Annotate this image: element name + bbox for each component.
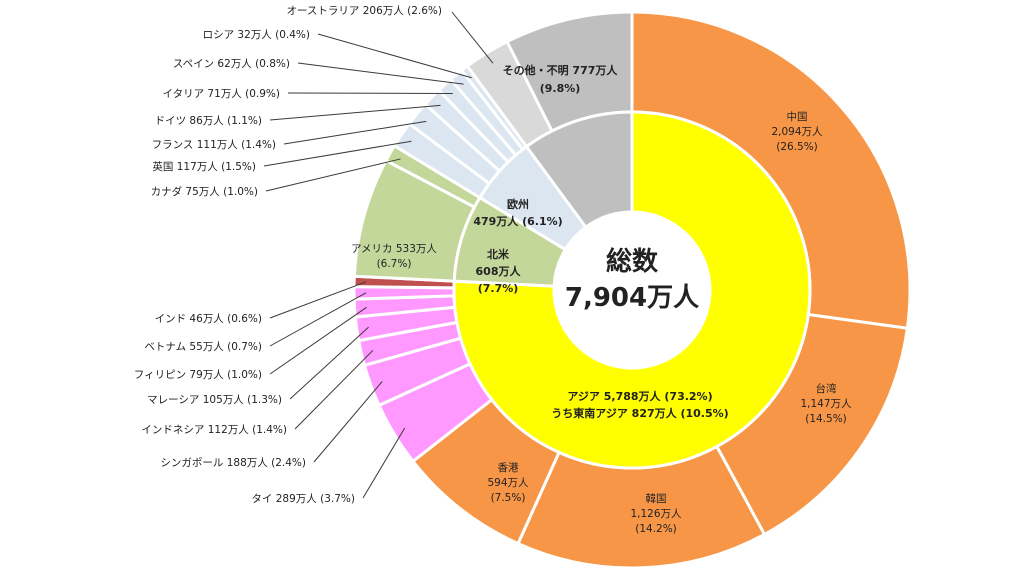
leader-line-germany xyxy=(269,104,441,121)
leader-line-australia xyxy=(451,11,494,64)
leader-line-malaysia xyxy=(289,326,369,400)
leader-line-russia xyxy=(317,33,472,79)
center-total: 7,904万人 xyxy=(565,283,699,313)
leader-line-vietnam xyxy=(269,292,367,347)
leader-line-indonesia xyxy=(294,349,374,430)
outer-label-taiwan: 台湾 1,147万人(14.5%) xyxy=(800,382,852,425)
outer-label-malaysia: マレーシア 105万人 (1.3%) xyxy=(147,394,282,406)
leader-line-spain xyxy=(297,62,464,85)
outer-label-australia: オーストラリア 206万人 (2.6%) xyxy=(286,5,442,17)
inner-label-asia: アジア 5,788万人 (73.2%)うち東南アジア 827万人 (10.5%) xyxy=(551,389,728,420)
outer-label-indonesia: インドネシア 112万人 (1.4%) xyxy=(141,424,287,436)
leader-line-thailand xyxy=(362,427,406,499)
outer-label-germany: ドイツ 86万人 (1.1%) xyxy=(155,115,262,127)
outer-label-canada: カナダ 75万人 (1.0%) xyxy=(151,185,258,198)
outer-label-india: インド 46万人 (0.6%) xyxy=(155,313,262,325)
outer-label-singapore: シンガポール 188万人 (2.4%) xyxy=(160,457,306,469)
center-title: 総数 xyxy=(606,246,659,277)
inner-label-other: その他・不明 777万人(9.8%) xyxy=(503,63,619,95)
outer-label-thailand: タイ 289万人 (3.7%) xyxy=(251,493,355,505)
leader-line-canada xyxy=(265,158,401,192)
outer-label-usa: アメリカ 533万人(6.7%) xyxy=(351,243,437,270)
outer-label-france: フランス 111万人 (1.4%) xyxy=(152,139,276,151)
outer-label-russia: ロシア 32万人 (0.4%) xyxy=(203,29,310,41)
outer-label-italy: イタリア 71万人 (0.9%) xyxy=(163,88,280,100)
outer-label-hongkong: 香港 594万人(7.5%) xyxy=(487,462,529,504)
leader-line-india xyxy=(269,281,367,319)
leader-lines xyxy=(263,11,494,499)
outer-label-china: 中国 2,094万人(26.5%) xyxy=(771,110,823,153)
outer-label-vietnam: ベトナム 55万人 (0.7%) xyxy=(144,341,262,353)
inner-ring xyxy=(452,110,812,470)
outer-label-uk: 英国 117万人 (1.5%) xyxy=(152,160,256,173)
outer-label-philippines: フィリピン 79万人 (1.0%) xyxy=(134,369,262,381)
outer-label-spain: スペイン 62万人 (0.8%) xyxy=(173,58,290,70)
inner-segment-other xyxy=(524,110,634,230)
leader-line-uk xyxy=(263,140,412,167)
leader-line-philippines xyxy=(269,306,367,375)
inner-label-north-america: 北米 608万人(7.7%) xyxy=(476,247,522,295)
leader-line-italy xyxy=(287,92,453,95)
leader-line-singapore xyxy=(313,381,383,463)
inner-label-europe: 欧州 479万人 (6.1%) xyxy=(473,197,562,228)
labels: アジア 5,788万人 (73.2%)うち東南アジア 827万人 (10.5%)… xyxy=(134,5,852,535)
outer-label-korea: 韓国 1,126万人(14.2%) xyxy=(630,493,682,535)
leader-line-france xyxy=(283,120,427,145)
inner-segment-asia xyxy=(452,110,812,470)
